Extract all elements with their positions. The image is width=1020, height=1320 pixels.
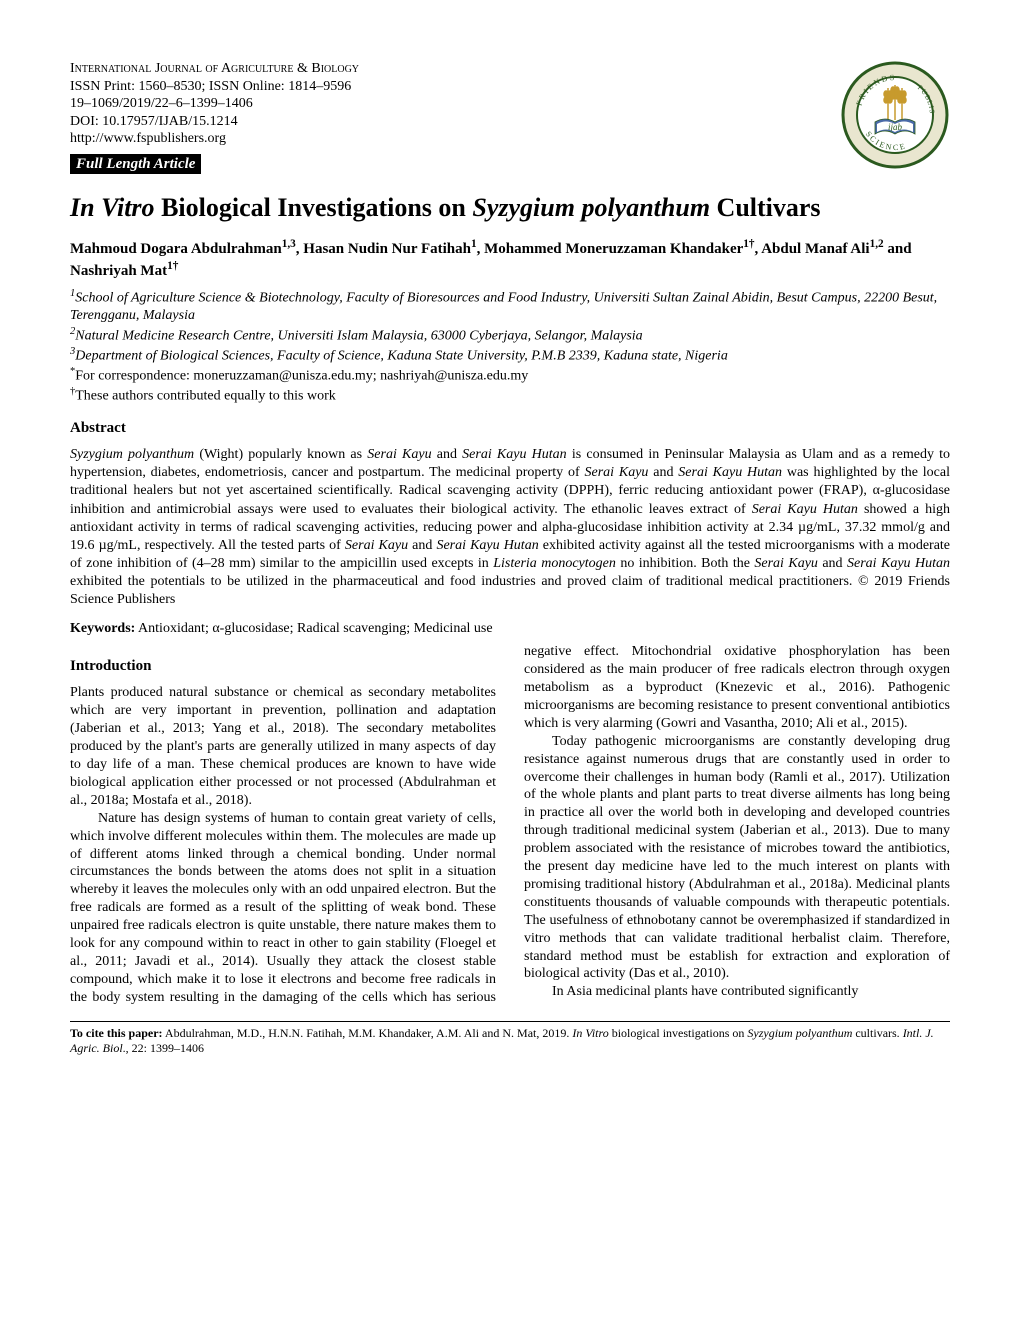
authors-list: Mahmoud Dogara Abdulrahman1,3, Hasan Nud…: [70, 237, 950, 281]
correspondence-line: *For correspondence: moneruzzaman@unisza…: [70, 365, 950, 385]
affiliation-3: 3Department of Biological Sciences, Facu…: [70, 345, 950, 365]
intro-para-4: In Asia medicinal plants have contribute…: [524, 983, 950, 1001]
keywords-line: Keywords: Antioxidant; α-glucosidase; Ra…: [70, 620, 950, 638]
article-type-badge: Full Length Article: [70, 154, 201, 175]
svg-text:ijab: ijab: [888, 122, 903, 132]
url-line: http://www.fspublishers.org: [70, 130, 950, 148]
abstract-text: Syzygium polyanthum (Wight) popularly kn…: [70, 446, 950, 610]
code-line: 19–1069/2019/22–6–1399–1406: [70, 95, 950, 113]
journal-logo-icon: FRIENDS SCIENCE PUBLISHERS ijab: [840, 60, 950, 170]
title-suffix: Cultivars: [710, 193, 821, 222]
contribution-note: †These authors contributed equally to th…: [70, 385, 950, 405]
footer-rule: [70, 1021, 950, 1022]
abstract-heading: Abstract: [70, 419, 950, 438]
citation-footer: To cite this paper: Abdulrahman, M.D., H…: [70, 1026, 950, 1056]
doi-line: DOI: 10.17957/IJAB/15.1214: [70, 113, 950, 131]
intro-para-3: Today pathogenic microorganisms are cons…: [524, 733, 950, 984]
affiliation-1: 1School of Agriculture Science & Biotech…: [70, 287, 950, 325]
header-block: International Journal of Agriculture & B…: [70, 60, 950, 184]
intro-para-1: Plants produced natural substance or che…: [70, 684, 496, 809]
title-middle: Biological Investigations on: [155, 193, 473, 222]
title-prefix: In Vitro: [70, 193, 155, 222]
title-species: Syzygium polyanthum: [472, 193, 710, 222]
article-title: In Vitro Biological Investigations on Sy…: [70, 192, 950, 223]
issn-line: ISSN Print: 1560–8530; ISSN Online: 1814…: [70, 78, 950, 96]
journal-name: International Journal of Agriculture & B…: [70, 60, 950, 78]
introduction-heading: Introduction: [70, 657, 496, 676]
affiliation-2: 2Natural Medicine Research Centre, Unive…: [70, 325, 950, 345]
body-two-column: Introduction Plants produced natural sub…: [70, 643, 950, 1007]
